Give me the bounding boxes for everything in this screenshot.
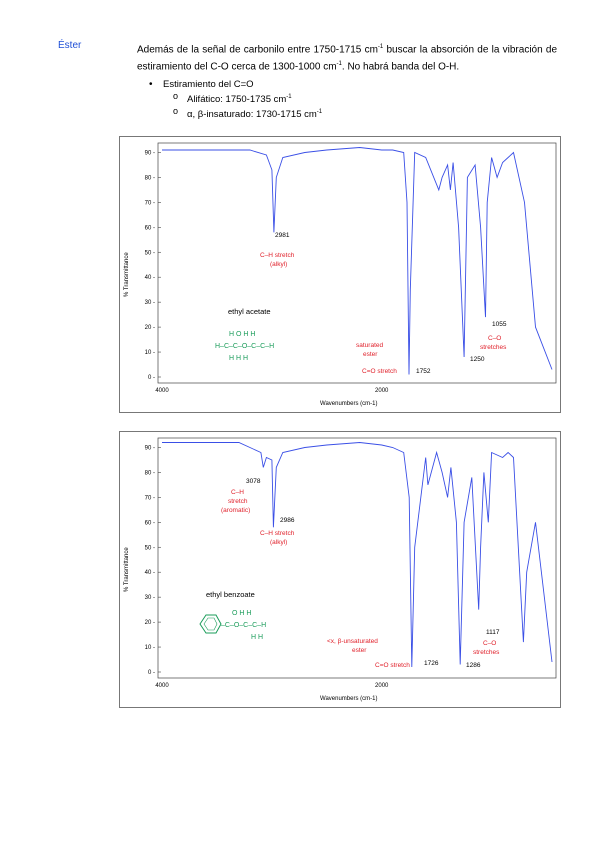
annotation-ester: ester [352, 647, 367, 654]
x-tick-label: 4000 [155, 683, 169, 689]
bullet-sub-text: α, β-insaturado: 1730-1715 cm [187, 109, 317, 121]
annotation-ch: C–H stretch [260, 530, 295, 537]
y-tick-label: 90 - [145, 150, 155, 156]
intro-sup-1: -1 [377, 44, 384, 50]
spectrum-line [162, 147, 553, 375]
intro-text-1: Además de la señal de carbonilo entre 17… [137, 44, 378, 56]
annotation-co: stretches [480, 344, 507, 351]
y-tick-label: 80 - [145, 470, 155, 476]
peak-label: 1286 [466, 662, 481, 669]
structure-bottom: H H H [229, 355, 248, 362]
structure-main: H–C–C–O–C–C–H [215, 343, 274, 350]
y-tick-label: 60 - [145, 225, 155, 231]
spectrum-ethyl-benzoate: 90 -80 -70 -60 -50 -40 -30 -20 -10 -0 - … [119, 431, 561, 708]
y-tick-label: 10 - [145, 350, 155, 356]
y-axis-label: % Transmittance [124, 252, 130, 297]
bullet-title: Estiramiento del C=O [149, 79, 322, 91]
y-tick-label: 70 - [145, 200, 155, 206]
y-tick-label: 60 - [145, 520, 155, 526]
peak-label: 3078 [246, 478, 261, 485]
y-tick-label: 30 - [145, 595, 155, 601]
annotation-co: C–O [488, 335, 501, 342]
peak-label: 2986 [280, 517, 295, 524]
y-tick-label: 70 - [145, 495, 155, 501]
structure-top: H O H H [229, 331, 255, 338]
x-ticks: 4000 2000 [155, 388, 389, 394]
x-tick-label: 4000 [155, 388, 169, 394]
annotation-ester: <x, β-unsaturated [327, 638, 378, 645]
compound-name: ethyl benzoate [206, 590, 255, 599]
annotation-ch: C–H stretch [260, 252, 295, 259]
annotation-ester: saturated [356, 342, 383, 349]
spectrum-ethyl-acetate: 90 -80 -70 -60 -50 -40 -30 -20 -10 -0 - … [119, 136, 561, 413]
structure-top: O H H [232, 610, 251, 617]
benzene-ring-icon [199, 614, 222, 634]
annotation-co-stretch: C=O stretch [375, 662, 410, 669]
peak-label: 2981 [275, 232, 290, 239]
y-tick-label: 30 - [145, 300, 155, 306]
y-tick-label: 80 - [145, 175, 155, 181]
y-tick-label: 0 - [148, 670, 155, 676]
annotation-ch-arom: (aromatic) [221, 507, 250, 514]
bullet-list: Estiramiento del C=O Alifático: 1750-173… [149, 79, 322, 121]
annotation-ch: (alkyl) [270, 261, 287, 268]
annotation-co: C–O [483, 640, 496, 647]
y-ticks: 90 - 80 - 70 - 60 - 50 - 40 - 30 - 20 - 10 - 0 - [145, 150, 161, 381]
plot-frame [157, 142, 557, 384]
plot-frame [157, 437, 557, 679]
bullet-sub-item: α, β-insaturado: 1730-1715 cm-1 [149, 105, 323, 121]
intro-text-3: . No habrá banda del O-H. [341, 61, 460, 73]
y-tick-label: 40 - [145, 275, 155, 281]
compound-name: ethyl acetate [228, 307, 271, 316]
peak-label: 1117 [486, 629, 500, 636]
annotation-ch-arom: stretch [228, 498, 248, 505]
annotation-ester: ester [363, 351, 378, 358]
section-label: Éster [58, 40, 82, 51]
benzene-ring-inner-icon [203, 617, 218, 631]
spectrum-svg: 90 -80 -70 -60 -50 -40 -30 -20 -10 -0 - … [124, 437, 557, 702]
x-axis-label: Wavenumbers (cm-1) [320, 401, 377, 407]
y-axis-label: % Transmittance [124, 547, 130, 592]
y-tick-label: 20 - [145, 325, 155, 331]
y-tick-label: 40 - [145, 570, 155, 576]
intro-paragraph: Además de la señal de carbonilo entre 17… [137, 40, 557, 75]
bullet-sub-text: Alifático: 1750-1735 cm [187, 94, 287, 106]
y-tick-label: 90 - [145, 445, 155, 451]
y-tick-label: 50 - [145, 250, 155, 256]
y-tick-label: 20 - [145, 620, 155, 626]
annotation-ch: (alkyl) [270, 539, 287, 546]
peak-label: 1726 [424, 660, 439, 667]
x-ticks: 4000 2000 [155, 683, 389, 689]
y-tick-label: 10 - [145, 645, 155, 651]
annotation-co: stretches [473, 649, 500, 656]
bullet-sub-sup: -1 [286, 94, 292, 100]
y-ticks: 90 - 80 - 70 - 60 - 50 - 40 - 30 - 20 - 10 - 0 - [145, 445, 161, 676]
structure-bottom: H H [251, 634, 263, 641]
annotation-co-stretch: C=O stretch [362, 368, 397, 375]
annotation-ch-arom: C–H [231, 489, 244, 496]
peak-label: 1752 [416, 368, 431, 375]
y-tick-label: 0 - [148, 375, 155, 381]
bullet-sub-item: Alifático: 1750-1735 cm-1 [149, 90, 322, 106]
x-tick-label: 2000 [375, 388, 389, 394]
peak-label: 1250 [470, 356, 485, 363]
structure-main: –C–O–C–C–H [221, 622, 266, 629]
x-tick-label: 2000 [375, 683, 389, 689]
intro-text-2: buscar la absorción de la vibración de e… [137, 44, 558, 73]
peak-label: 1055 [492, 321, 507, 328]
y-tick-label: 50 - [145, 545, 155, 551]
intro-sup-2: -1 [336, 61, 342, 68]
x-axis-label: Wavenumbers (cm-1) [320, 696, 377, 702]
spectrum-svg: 90 -80 -70 -60 -50 -40 -30 -20 -10 -0 - … [124, 142, 557, 407]
bullet-sub-sup: -1 [316, 109, 323, 116]
spectrum-line [162, 442, 553, 668]
